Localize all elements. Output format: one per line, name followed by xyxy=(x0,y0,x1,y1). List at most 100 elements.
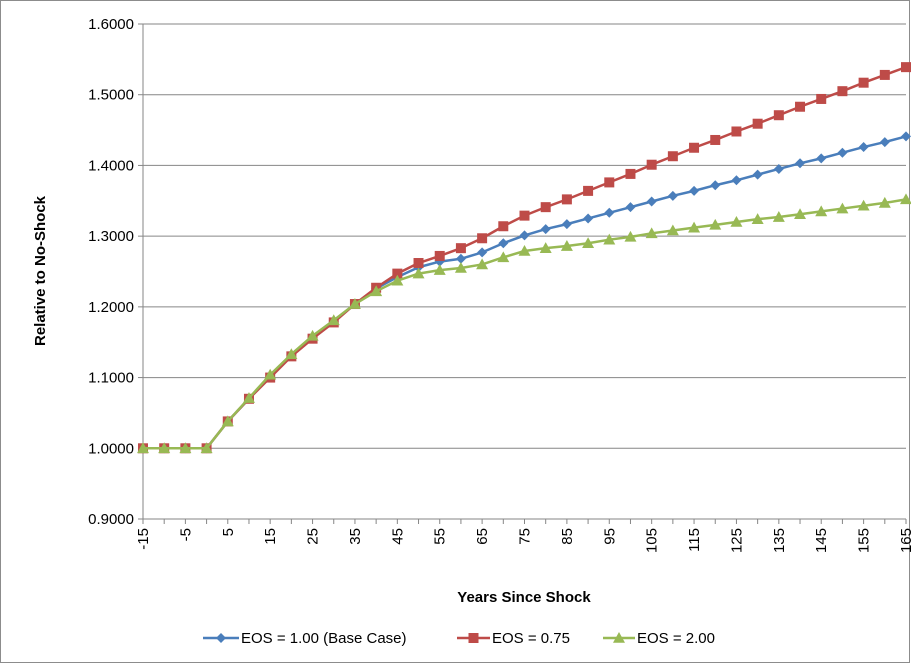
data-point xyxy=(773,163,784,174)
data-point xyxy=(837,147,848,158)
data-point xyxy=(795,101,806,112)
data-point xyxy=(710,134,721,145)
data-point xyxy=(816,153,827,164)
x-tick-label: 5 xyxy=(220,528,237,536)
data-point xyxy=(773,110,784,121)
data-point xyxy=(306,329,319,341)
data-point xyxy=(709,218,722,230)
data-point xyxy=(370,285,383,297)
x-tick-label: 115 xyxy=(686,528,703,552)
legend-item: EOS = 1.00 (Base Case) xyxy=(203,630,407,647)
x-tick-label: -15 xyxy=(135,528,152,550)
data-point xyxy=(879,69,890,80)
x-tick-label: 35 xyxy=(347,528,364,545)
data-point xyxy=(625,202,636,213)
data-point xyxy=(540,224,551,235)
data-point xyxy=(667,190,678,201)
x-tick-label: -5 xyxy=(177,528,194,541)
data-point xyxy=(498,238,509,249)
data-point xyxy=(348,298,361,309)
data-point xyxy=(498,221,509,232)
x-tick-label: 135 xyxy=(771,528,788,553)
data-point xyxy=(137,442,149,454)
data-point xyxy=(879,137,890,148)
data-point xyxy=(604,207,615,218)
series-group xyxy=(137,62,911,454)
legend-marker xyxy=(468,633,479,643)
y-tick-label: 1.1000 xyxy=(88,370,134,387)
data-point xyxy=(454,261,467,273)
data-point xyxy=(158,442,171,454)
data-point xyxy=(327,314,340,326)
legend-item: EOS = 2.00 xyxy=(603,630,715,647)
data-point xyxy=(433,264,446,275)
data-point xyxy=(561,194,572,205)
y-tick-label: 1.2000 xyxy=(88,299,134,316)
legend-label: EOS = 2.00 xyxy=(637,630,715,647)
data-point xyxy=(264,368,277,380)
data-point xyxy=(816,93,827,104)
x-tick-label: 45 xyxy=(389,528,406,545)
data-point xyxy=(477,233,488,244)
legend: EOS = 1.00 (Base Case) EOS = 0.75 EOS = 2.… xyxy=(203,630,715,647)
x-tick-label: 145 xyxy=(813,528,830,553)
data-point xyxy=(242,392,255,403)
y-tick-label: 1.0000 xyxy=(88,440,134,457)
data-point xyxy=(179,442,192,454)
legend-label: EOS = 0.75 xyxy=(492,630,570,647)
y-tick-label: 1.6000 xyxy=(88,16,134,33)
y-axis-title: Relative to No-Shock xyxy=(32,195,49,346)
legend-marker xyxy=(216,633,226,643)
data-point xyxy=(794,208,807,220)
data-point xyxy=(476,258,489,270)
x-tick-label: 125 xyxy=(728,528,745,553)
data-point xyxy=(625,168,636,179)
data-point xyxy=(455,243,466,254)
x-tick-label: 85 xyxy=(559,528,576,545)
data-point xyxy=(646,159,657,170)
x-tick-label: 25 xyxy=(305,528,322,545)
data-point xyxy=(582,237,595,249)
data-point xyxy=(731,126,742,137)
data-point xyxy=(645,227,658,239)
x-tick-label: 155 xyxy=(856,528,873,553)
x-axis-title: Years Since Shock xyxy=(457,589,591,606)
data-point xyxy=(900,193,911,205)
data-point xyxy=(477,247,488,258)
axis-labels: Years Since Shock Relative to No-Shock xyxy=(32,195,591,606)
y-tick-label: 0.9000 xyxy=(88,511,134,528)
data-point xyxy=(413,258,424,269)
x-tick-label: 55 xyxy=(432,528,449,545)
data-point xyxy=(412,267,425,279)
data-point xyxy=(519,230,530,241)
data-point xyxy=(815,205,828,217)
data-point xyxy=(689,185,700,196)
data-point xyxy=(603,233,616,245)
data-point xyxy=(858,77,869,88)
data-point xyxy=(221,415,234,427)
y-tick-label: 1.5000 xyxy=(88,87,134,104)
x-tick-label: 165 xyxy=(898,528,911,553)
y-tick-label: 1.3000 xyxy=(88,228,134,245)
data-point xyxy=(772,211,785,222)
data-point xyxy=(795,158,806,169)
data-point xyxy=(539,242,552,253)
data-point xyxy=(710,180,721,191)
data-point xyxy=(455,253,466,264)
data-point xyxy=(688,221,701,233)
data-point xyxy=(434,250,445,261)
x-tick-label: 95 xyxy=(601,528,618,545)
data-point xyxy=(752,169,763,180)
data-point xyxy=(666,224,679,236)
x-tick-label: 65 xyxy=(474,528,491,545)
data-point xyxy=(836,202,849,214)
data-point xyxy=(667,151,678,162)
data-point xyxy=(837,86,848,97)
data-point xyxy=(857,199,870,211)
data-point xyxy=(901,62,911,73)
data-point xyxy=(624,230,637,242)
data-point xyxy=(391,274,404,286)
data-point xyxy=(604,177,615,188)
